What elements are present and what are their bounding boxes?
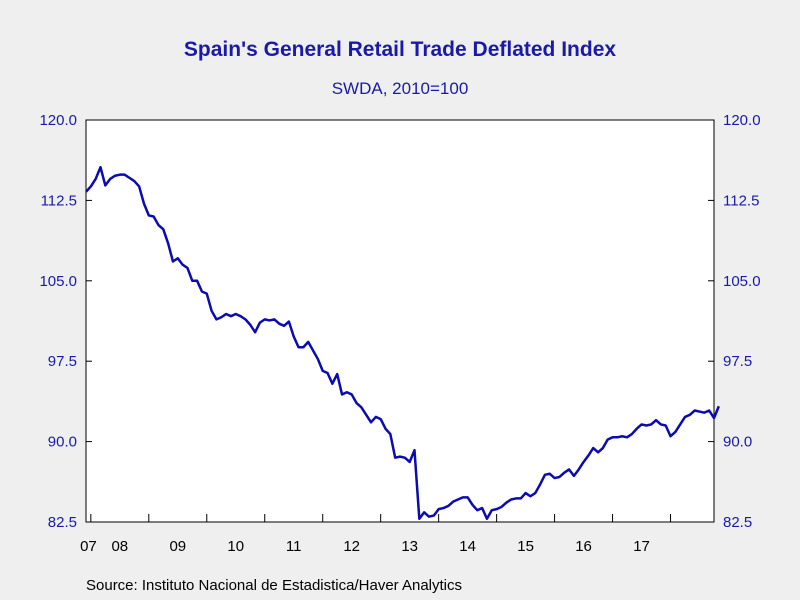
y-tick-label-right: 82.5 — [723, 514, 752, 531]
plot-area — [85, 119, 715, 523]
series-line-0 — [85, 165, 720, 521]
y-tick-label-left: 90.0 — [48, 434, 77, 451]
y-tick-label-right: 112.5 — [723, 192, 759, 209]
x-tick-label: 10 — [227, 538, 244, 555]
x-tick-label: 07 — [80, 538, 97, 555]
chart-subtitle: SWDA, 2010=100 — [331, 79, 469, 98]
x-tick-label: 14 — [459, 538, 476, 555]
x-tick-label: 12 — [343, 538, 360, 555]
y-tick-label-left: 105.0 — [39, 273, 77, 290]
y-tick-label-right: 105.0 — [723, 273, 761, 290]
chart-source: Source: Instituto Nacional de Estadistic… — [86, 577, 463, 594]
x-tick-label: 09 — [169, 538, 186, 555]
x-axis: 07 08 09 10 11 12 13 14 15 16 17 — [80, 514, 672, 555]
x-tick-label: 13 — [401, 538, 418, 555]
y-tick-label-right: 120.0 — [723, 112, 761, 129]
x-tick-label: 11 — [286, 538, 302, 555]
x-tick-label: 17 — [633, 538, 650, 555]
y-tick-label-right: 90.0 — [723, 434, 752, 451]
y-axis-right: 82.5 90.0 97.5 105.0 112.5 120.0 — [708, 112, 761, 531]
chart-title: Spain's General Retail Trade Deflated In… — [183, 38, 617, 61]
y-tick-label-left: 82.5 — [48, 514, 77, 531]
series-group — [85, 165, 720, 521]
y-tick-label-left: 112.5 — [41, 192, 77, 209]
x-tick-label: 08 — [111, 538, 128, 555]
y-axis-left: 82.5 90.0 97.5 105.0 112.5 120.0 — [39, 112, 92, 531]
x-tick-label: 15 — [517, 538, 534, 555]
x-tick-label: 16 — [575, 538, 592, 555]
y-tick-label-left: 120.0 — [39, 112, 77, 129]
y-tick-label-left: 97.5 — [48, 353, 77, 370]
y-tick-label-right: 97.5 — [723, 353, 752, 370]
